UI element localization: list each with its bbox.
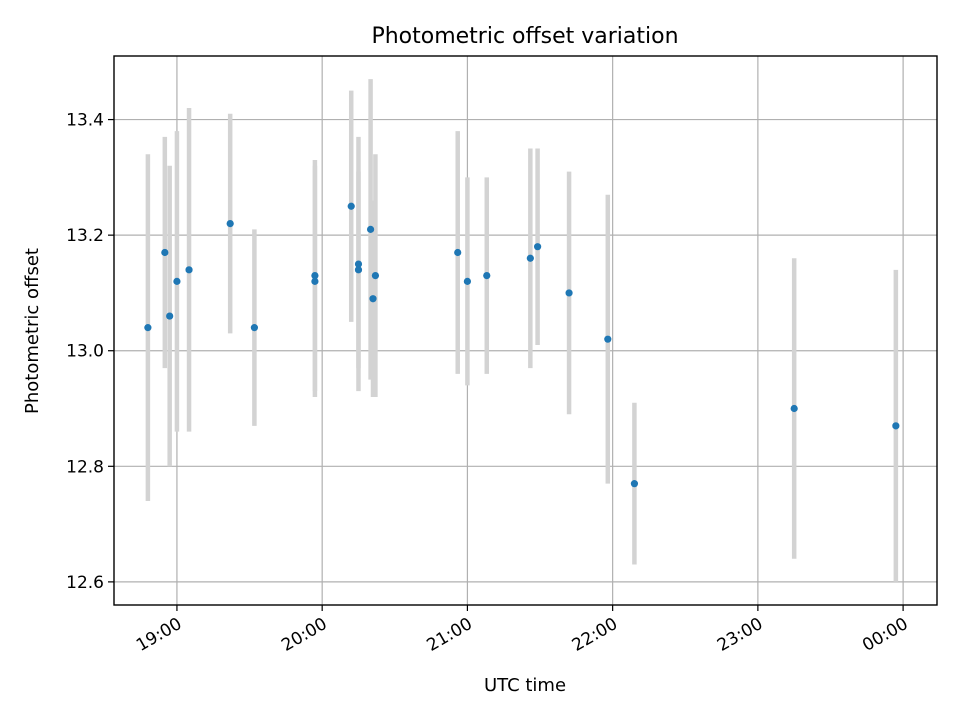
data-point bbox=[226, 219, 234, 228]
x-tick-label: 23:00 bbox=[714, 614, 766, 656]
data-point bbox=[354, 266, 363, 274]
x-tick-label: 21:00 bbox=[423, 614, 475, 656]
x-tick-label: 00:00 bbox=[859, 614, 911, 656]
data-point bbox=[161, 248, 169, 257]
data-point bbox=[366, 225, 375, 233]
data-point bbox=[311, 272, 319, 280]
y-tick-label: 13.4 bbox=[66, 111, 104, 131]
x-tick-label: 19:00 bbox=[133, 614, 185, 656]
marker-layer bbox=[144, 202, 900, 488]
errorbar-layer bbox=[145, 79, 899, 582]
data-point bbox=[166, 312, 174, 320]
data-point bbox=[144, 324, 152, 332]
y-tick-label: 12.8 bbox=[66, 457, 104, 477]
y-tick-label: 13.2 bbox=[66, 226, 104, 246]
x-tick-label: 20:00 bbox=[278, 614, 330, 656]
data-point bbox=[630, 480, 639, 488]
data-point bbox=[526, 254, 534, 262]
grid-layer bbox=[114, 56, 937, 605]
data-point bbox=[534, 243, 542, 251]
x-axis-label: UTC time bbox=[484, 675, 566, 696]
data-point bbox=[250, 324, 258, 332]
data-point bbox=[483, 272, 491, 280]
data-point bbox=[604, 335, 612, 343]
data-point bbox=[185, 266, 193, 274]
data-point bbox=[371, 272, 380, 280]
data-point bbox=[369, 295, 377, 303]
chart-title: Photometric offset variation bbox=[371, 24, 678, 49]
data-point bbox=[347, 202, 355, 210]
data-point bbox=[463, 277, 472, 285]
y-tick-label: 12.6 bbox=[66, 573, 104, 593]
x-tick-label: 22:00 bbox=[569, 614, 621, 656]
data-point bbox=[790, 404, 798, 413]
data-point bbox=[454, 248, 462, 257]
data-point bbox=[892, 422, 900, 430]
y-axis-label: Photometric offset bbox=[22, 248, 43, 414]
data-point bbox=[311, 277, 319, 285]
data-point bbox=[354, 260, 363, 268]
y-tick-label: 13.0 bbox=[66, 342, 104, 362]
plot-frame bbox=[113, 55, 938, 606]
data-point bbox=[565, 289, 573, 297]
data-point bbox=[173, 277, 181, 285]
